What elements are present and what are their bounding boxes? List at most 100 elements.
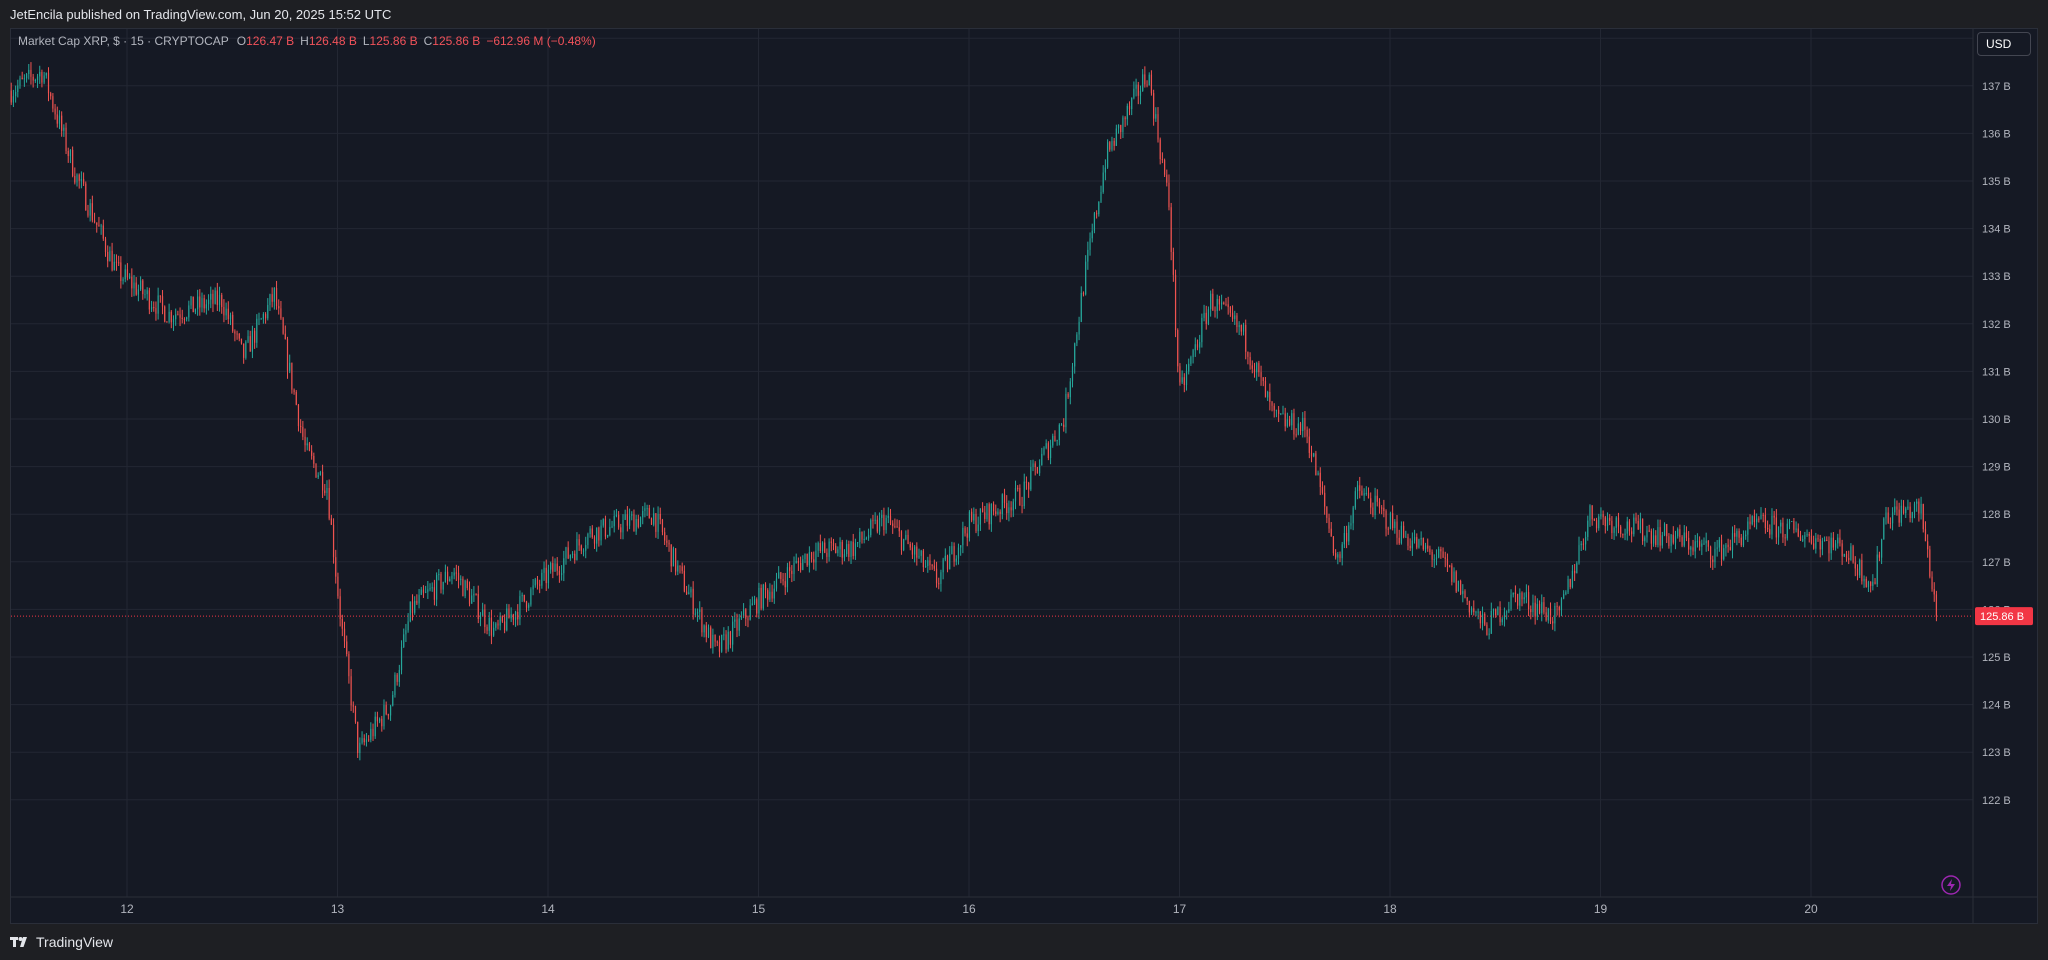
candle-body: [1045, 443, 1047, 448]
candle-body: [850, 541, 852, 557]
candle-body: [302, 426, 304, 437]
candle-body: [580, 545, 582, 551]
y-tick-label: 122 B: [1982, 795, 2011, 807]
currency-button[interactable]: USD: [1977, 32, 2031, 56]
candle-body: [392, 694, 394, 706]
candle-body: [1350, 523, 1352, 526]
candle-body: [624, 514, 626, 520]
candle: [1402, 521, 1405, 539]
candle: [275, 280, 278, 310]
candle-body: [1931, 576, 1933, 590]
candle-body: [1791, 521, 1793, 523]
candle: [543, 561, 545, 581]
candle-body: [389, 705, 392, 716]
candle: [589, 526, 591, 538]
candle: [1069, 378, 1071, 405]
candle-body: [589, 528, 591, 535]
candle: [1295, 428, 1297, 438]
candle-body: [394, 674, 396, 695]
candle-body: [593, 537, 596, 544]
candle: [1201, 313, 1203, 348]
candle: [100, 223, 102, 235]
candle-body: [479, 616, 482, 620]
candle-body: [1595, 520, 1598, 529]
candle: [971, 508, 973, 523]
candle: [1381, 505, 1383, 515]
candle: [381, 715, 383, 732]
candle: [1394, 519, 1396, 534]
candle: [1633, 513, 1635, 537]
candle-body: [742, 609, 745, 617]
candle: [1913, 501, 1916, 519]
candle-body: [944, 555, 946, 560]
tradingview-logo[interactable]: TradingView: [10, 934, 113, 950]
candle-body: [1650, 530, 1652, 544]
candle: [525, 600, 528, 613]
candle: [1486, 622, 1488, 636]
candle: [1405, 530, 1407, 538]
candle: [1707, 540, 1709, 552]
candle-body: [1133, 88, 1135, 98]
candle: [486, 624, 488, 635]
candle: [1039, 459, 1041, 476]
candle: [1111, 136, 1113, 152]
candle-body: [1003, 494, 1006, 504]
candle-body: [1010, 507, 1012, 511]
candle: [1729, 539, 1731, 551]
candle-body: [1249, 356, 1251, 366]
candle-body: [585, 545, 587, 551]
candle-body: [280, 308, 282, 319]
candle: [1398, 529, 1400, 545]
candle-body: [1214, 310, 1216, 312]
candle: [1181, 370, 1183, 384]
candle: [620, 523, 622, 540]
candle: [1600, 507, 1602, 520]
candle: [1054, 430, 1056, 442]
candle: [1622, 533, 1624, 539]
candle: [422, 585, 425, 598]
candle: [1387, 526, 1389, 535]
candle-body: [260, 318, 262, 320]
candle-body: [1747, 521, 1749, 535]
candle-body: [286, 339, 289, 371]
candle-body: [120, 262, 122, 282]
candle-body: [199, 296, 201, 308]
candle: [262, 312, 264, 324]
candle: [1762, 512, 1764, 523]
candle-body: [1613, 527, 1615, 534]
candle-body: [1293, 413, 1295, 435]
candle-body: [96, 222, 98, 225]
candle-body: [1924, 529, 1927, 542]
candle: [471, 588, 473, 604]
lightning-icon[interactable]: [1941, 875, 1961, 895]
candle: [1242, 322, 1245, 336]
candle: [1931, 571, 1933, 592]
candle-body: [802, 559, 804, 570]
candle: [914, 544, 916, 563]
candle-body: [1523, 597, 1525, 600]
candle-body: [172, 319, 175, 323]
candle-body: [1887, 512, 1889, 523]
candle-body: [1069, 381, 1071, 398]
candle-body: [457, 572, 460, 580]
candle: [523, 594, 525, 603]
candle: [321, 464, 324, 499]
candle-body: [67, 151, 69, 157]
candle: [990, 503, 992, 532]
candle-body: [431, 587, 433, 589]
candle: [1328, 513, 1330, 533]
candle-body: [1416, 537, 1418, 548]
candle-body: [74, 175, 76, 183]
candle: [172, 315, 175, 331]
candle-body: [238, 333, 240, 339]
ohlc-legend[interactable]: Market Cap XRP, $ · 15 · CRYPTOCAP O 126…: [18, 34, 602, 48]
candle: [343, 621, 346, 648]
candle: [773, 580, 775, 604]
symbol-label[interactable]: Market Cap XRP, $ · 15 · CRYPTOCAP: [18, 34, 229, 48]
candle-body: [1913, 503, 1916, 513]
candle: [1308, 428, 1310, 459]
candle-body: [907, 534, 909, 545]
candle-body: [1547, 608, 1549, 621]
candle-body: [685, 591, 688, 595]
